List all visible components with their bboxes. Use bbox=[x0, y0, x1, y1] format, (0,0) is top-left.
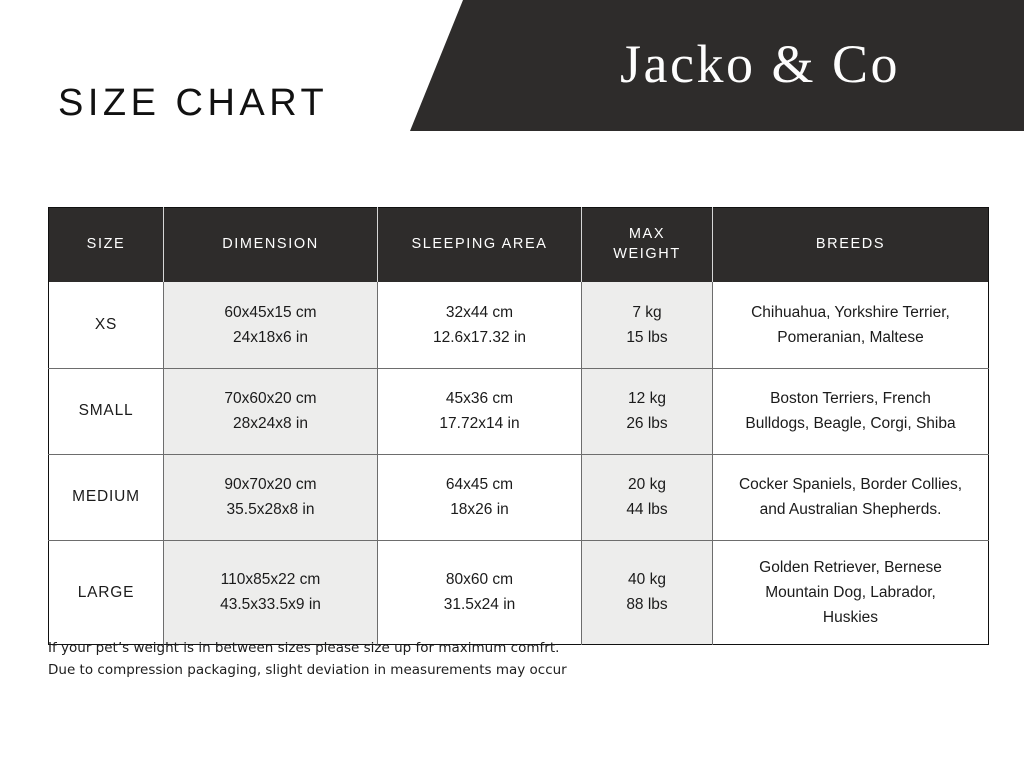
cell-breeds-line1: Chihuahua, Yorkshire Terrier, bbox=[751, 303, 950, 321]
cell-breeds-line2: Mountain Dog, Labrador, bbox=[765, 583, 936, 601]
table-row: SMALL 70x60x20 cm 28x24x8 in 45x36 cm 17… bbox=[48, 367, 989, 454]
cell-max-weight-kg: 12 kg bbox=[628, 389, 666, 407]
cell-sleeping-area-in: 31.5x24 in bbox=[443, 596, 516, 614]
cell-size: XS bbox=[94, 316, 118, 334]
cell-max-weight-lbs: 88 lbs bbox=[626, 596, 668, 614]
cell-breeds-line2: Bulldogs, Beagle, Corgi, Shiba bbox=[745, 415, 956, 432]
column-header-size: SIZE bbox=[48, 207, 164, 282]
cell-breeds-line1: Boston Terriers, French bbox=[770, 389, 931, 407]
column-header-sleeping-area: SLEEPING AREA bbox=[377, 207, 582, 282]
cell-dimension-in: 28x24x8 in bbox=[233, 415, 308, 432]
cell-dimension: 60x45x15 cm 24x18x6 in bbox=[163, 282, 378, 368]
cell-breeds-line1: Golden Retriever, Bernese bbox=[759, 558, 942, 576]
cell-sleeping-area-cm: 45x36 cm bbox=[445, 389, 514, 407]
cell-max-weight-kg: 20 kg bbox=[628, 475, 666, 493]
table-header-row: SIZE DIMENSION SLEEPING AREA MAX WEIGHT … bbox=[48, 207, 989, 282]
cell-dimension-in: 35.5x28x8 in bbox=[226, 501, 315, 518]
cell-breeds-line2: Pomeranian, Maltese bbox=[777, 328, 924, 346]
cell-breeds: Boston Terriers, French Bulldogs, Beagle… bbox=[712, 367, 989, 454]
cell-sleeping-area: 64x45 cm 18x26 in bbox=[377, 453, 582, 540]
size-chart-table: SIZE DIMENSION SLEEPING AREA MAX WEIGHT … bbox=[48, 207, 989, 645]
cell-max-weight: 20 kg 44 lbs bbox=[581, 453, 713, 540]
cell-sleeping-area: 45x36 cm 17.72x14 in bbox=[377, 367, 582, 454]
cell-dimension-cm: 60x45x15 cm bbox=[224, 303, 317, 321]
page-title: SIZE CHART bbox=[58, 82, 329, 124]
cell-dimension-in: 43.5x33.5x9 in bbox=[220, 596, 321, 614]
cell-size: MEDIUM bbox=[48, 453, 164, 540]
brand-logo: Jacko & Co bbox=[620, 34, 900, 94]
banner-angled-shape bbox=[410, 0, 1024, 131]
table-body: XS 60x45x15 cm 24x18x6 in 32x44 cm 12.6x… bbox=[48, 282, 989, 645]
cell-breeds-line1: Cocker Spaniels, Border Collies, bbox=[738, 475, 963, 493]
cell-sleeping-area: 32x44 cm 12.6x17.32 in bbox=[377, 282, 582, 368]
cell-max-weight-lbs: 26 lbs bbox=[626, 415, 668, 432]
cell-max-weight: 40 kg 88 lbs bbox=[581, 539, 713, 645]
cell-dimension-cm: 110x85x22 cm bbox=[220, 571, 321, 589]
cell-sleeping-area-cm: 64x45 cm bbox=[445, 475, 514, 493]
cell-size: SMALL bbox=[48, 367, 164, 454]
cell-sleeping-area-in: 18x26 in bbox=[450, 501, 509, 518]
cell-max-weight: 7 kg 15 lbs bbox=[581, 282, 713, 368]
header-banner: Jacko & Co bbox=[0, 0, 1024, 131]
table-header: SIZE DIMENSION SLEEPING AREA MAX WEIGHT … bbox=[48, 207, 989, 282]
cell-max-weight-lbs: 15 lbs bbox=[626, 328, 668, 346]
cell-breeds: Golden Retriever, Bernese Mountain Dog, … bbox=[712, 539, 989, 645]
cell-breeds-line3: Huskies bbox=[822, 608, 879, 626]
cell-dimension: 70x60x20 cm 28x24x8 in bbox=[163, 367, 378, 454]
table-row: LARGE 110x85x22 cm 43.5x33.5x9 in 80x60 … bbox=[48, 539, 989, 645]
cell-sleeping-area: 80x60 cm 31.5x24 in bbox=[377, 539, 582, 645]
cell-sleeping-area-in: 17.72x14 in bbox=[439, 415, 520, 432]
cell-dimension: 110x85x22 cm 43.5x33.5x9 in bbox=[163, 539, 378, 645]
cell-dimension: 90x70x20 cm 35.5x28x8 in bbox=[163, 453, 378, 540]
footnote-line-2: Due to compression packaging, slight dev… bbox=[48, 661, 567, 678]
footnote: If your pet’s weight is in between sizes… bbox=[48, 638, 688, 682]
column-header-max-weight-line2: WEIGHT bbox=[613, 246, 681, 262]
footnote-line-1: If your pet’s weight is in between sizes… bbox=[48, 640, 560, 656]
cell-dimension-in: 24x18x6 in bbox=[233, 328, 308, 346]
column-header-dimension: DIMENSION bbox=[163, 207, 378, 282]
column-header-max-weight-line1: MAX bbox=[628, 226, 666, 243]
cell-dimension-cm: 70x60x20 cm bbox=[224, 389, 317, 407]
cell-breeds-line2: and Australian Shepherds. bbox=[759, 501, 942, 518]
cell-max-weight-kg: 40 kg bbox=[628, 571, 666, 589]
cell-max-weight: 12 kg 26 lbs bbox=[581, 367, 713, 454]
cell-breeds: Cocker Spaniels, Border Collies, and Aus… bbox=[712, 453, 989, 540]
cell-max-weight-lbs: 44 lbs bbox=[626, 501, 668, 518]
table-row: MEDIUM 90x70x20 cm 35.5x28x8 in 64x45 cm… bbox=[48, 453, 989, 540]
table-row: XS 60x45x15 cm 24x18x6 in 32x44 cm 12.6x… bbox=[49, 282, 989, 368]
column-header-breeds: BREEDS bbox=[712, 207, 989, 282]
column-header-max-weight: MAX WEIGHT bbox=[581, 207, 713, 282]
cell-max-weight-kg: 7 kg bbox=[632, 303, 662, 321]
cell-sleeping-area-cm: 80x60 cm bbox=[445, 571, 514, 589]
cell-sleeping-area-cm: 32x44 cm bbox=[445, 303, 514, 321]
cell-breeds: Chihuahua, Yorkshire Terrier, Pomeranian… bbox=[712, 282, 989, 368]
cell-size: LARGE bbox=[48, 539, 164, 645]
cell-dimension-cm: 90x70x20 cm bbox=[224, 475, 317, 493]
cell-sleeping-area-in: 12.6x17.32 in bbox=[432, 328, 527, 346]
